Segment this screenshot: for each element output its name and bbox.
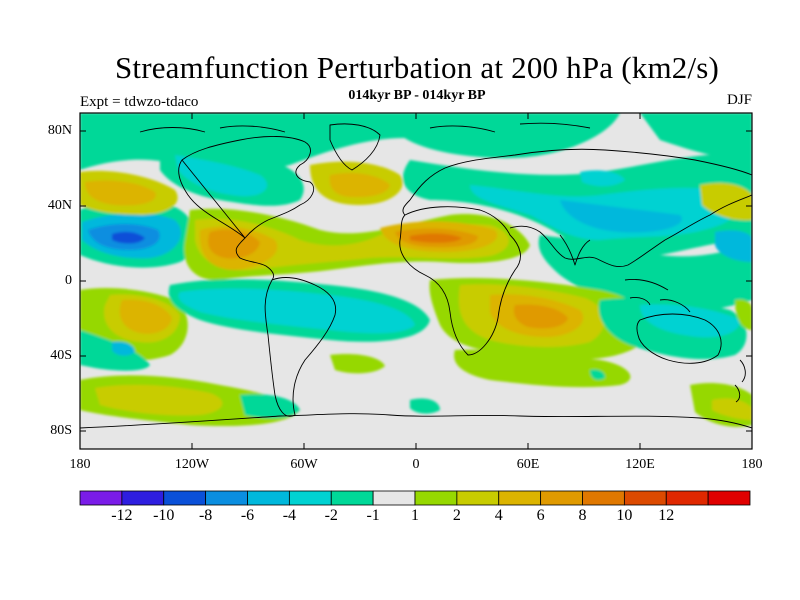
colorbar-swatch: [456, 490, 500, 506]
lon-tick-label: 180: [69, 457, 91, 472]
lat-tick-label: 40N: [47, 198, 72, 213]
map-title: Streamfunction Perturbation at 200 hPa (…: [114, 50, 720, 85]
colorbar-label: -6: [240, 507, 255, 524]
contour-region: [119, 299, 172, 334]
colorbar-label: -1: [366, 507, 380, 524]
contour-region: [95, 384, 223, 416]
colorbar-label: 4: [494, 507, 503, 524]
colorbar-label: -12: [111, 507, 133, 524]
colorbar-label: -8: [198, 507, 213, 524]
colorbar-label: 8: [578, 507, 587, 524]
colorbar-label: 2: [452, 507, 461, 524]
coastlines: [80, 122, 752, 429]
lat-tick-label: 0: [65, 273, 72, 288]
contour-region: [640, 304, 740, 338]
colorbar-swatch: [163, 490, 207, 506]
lat-tick-label: 40S: [50, 348, 72, 363]
lon-tick-label: 120E: [625, 457, 655, 472]
colorbar-swatch: [288, 490, 332, 506]
greenland-outline: [329, 123, 381, 171]
contour-region: [700, 183, 752, 221]
colorbar-swatch: [498, 490, 542, 506]
colorbar-label: -10: [153, 507, 175, 524]
contour-region: [712, 398, 752, 420]
lon-tick-label: 120W: [174, 457, 210, 472]
lat-tick-label: 80N: [47, 123, 72, 138]
southeast-asia-islands: [624, 279, 691, 313]
contour-region: [640, 113, 752, 160]
colorbar-swatch: [623, 490, 667, 506]
contour-region: [715, 230, 752, 262]
contour-region: [178, 288, 415, 334]
australia-outline: [636, 313, 722, 364]
contour-region: [410, 233, 462, 243]
india-outline: [559, 234, 591, 266]
contour-region: [735, 299, 752, 330]
lon-tick-label: 60E: [516, 457, 540, 472]
contour-region: [112, 231, 145, 244]
colorbar-swatch: [330, 490, 374, 506]
experiment-label: Expt = tdwzo-tdaco: [80, 94, 199, 110]
north-america-outline: [178, 136, 314, 281]
colorbar-swatch: [665, 490, 709, 506]
contour-region: [85, 180, 156, 206]
contour-region: [590, 369, 606, 380]
colorbar-label: 1: [411, 507, 419, 524]
colorbar-label: 6: [536, 507, 545, 524]
eurasia-outline: [402, 148, 752, 268]
contour-region: [560, 200, 682, 233]
contour-region: [330, 354, 385, 374]
lon-tick-label: 180: [741, 457, 763, 472]
colorbar-label: -4: [282, 507, 297, 524]
colorbar-swatch: [414, 490, 458, 506]
contour-region: [580, 170, 625, 187]
colorbar-swatch: [247, 490, 290, 506]
antarctica-outline: [80, 413, 752, 429]
south-america-outline: [264, 277, 337, 417]
contour-region: [329, 173, 390, 198]
season-label: DJF: [726, 92, 752, 108]
colorbar-swatch: [372, 490, 416, 506]
lon-tick-label: 0: [412, 457, 420, 472]
colorbar-swatch: [582, 490, 625, 506]
contour-region: [240, 394, 300, 419]
contour-region: [410, 398, 440, 414]
colorbar-swatch: [205, 490, 248, 506]
contour-region: [175, 155, 268, 197]
colorbar-label: 10: [616, 507, 633, 524]
arctic-islands: [139, 122, 591, 133]
contour-region: [454, 349, 631, 388]
colorbar-swatch: [121, 490, 165, 506]
contour-region: [112, 341, 135, 356]
new-zealand-outline: [734, 359, 746, 403]
colorbar-label: 12: [658, 507, 675, 524]
colorbar-swatch: [79, 490, 123, 506]
contour-region: [513, 304, 568, 329]
contour-region: [208, 229, 260, 259]
contour-field: [80, 113, 752, 449]
africa-outline: [399, 206, 521, 356]
map-subtitle: 014kyr BP - 014kyr BP: [348, 88, 486, 103]
colorbar-swatch: [540, 490, 583, 506]
lon-tick-label: 60W: [290, 457, 318, 472]
lat-tick-label: 80S: [50, 423, 72, 438]
axis-ticks: [79, 113, 753, 449]
colorbar-swatch: [707, 490, 751, 506]
colorbar: [79, 490, 751, 506]
colorbar-label: -2: [324, 507, 338, 524]
